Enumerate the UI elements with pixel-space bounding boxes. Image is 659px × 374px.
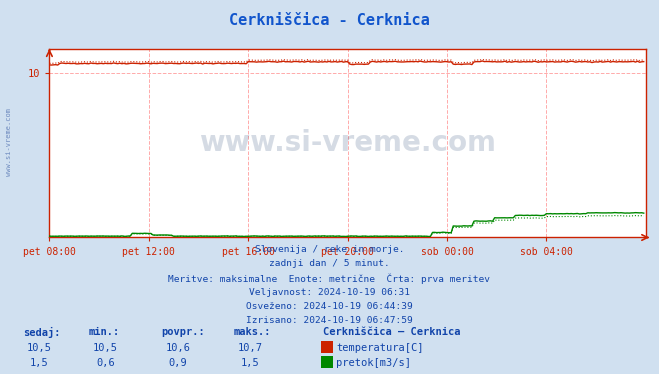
Text: 10,5: 10,5 (93, 343, 118, 353)
Text: www.si-vreme.com: www.si-vreme.com (5, 108, 12, 176)
Text: zadnji dan / 5 minut.: zadnji dan / 5 minut. (269, 259, 390, 268)
Text: pretok[m3/s]: pretok[m3/s] (336, 358, 411, 368)
Text: min.:: min.: (89, 327, 120, 337)
Text: 10,6: 10,6 (165, 343, 190, 353)
Text: Cerkniščica – Cerknica: Cerkniščica – Cerknica (323, 327, 461, 337)
Text: www.si-vreme.com: www.si-vreme.com (199, 129, 496, 157)
Text: sedaj:: sedaj: (23, 327, 61, 338)
Text: Izrisano: 2024-10-19 06:47:59: Izrisano: 2024-10-19 06:47:59 (246, 316, 413, 325)
Text: Slovenija / reke in morje.: Slovenija / reke in morje. (255, 245, 404, 254)
Text: 1,5: 1,5 (241, 358, 260, 368)
Text: 10,5: 10,5 (27, 343, 52, 353)
Text: Osveženo: 2024-10-19 06:44:39: Osveženo: 2024-10-19 06:44:39 (246, 302, 413, 311)
Text: 10,7: 10,7 (238, 343, 263, 353)
Text: 0,9: 0,9 (169, 358, 187, 368)
Text: Cerkniščica - Cerknica: Cerkniščica - Cerknica (229, 13, 430, 28)
Text: Meritve: maksimalne  Enote: metrične  Črta: prva meritev: Meritve: maksimalne Enote: metrične Črta… (169, 273, 490, 284)
Text: maks.:: maks.: (234, 327, 272, 337)
Text: 1,5: 1,5 (30, 358, 49, 368)
Text: temperatura[C]: temperatura[C] (336, 343, 424, 353)
Text: Veljavnost: 2024-10-19 06:31: Veljavnost: 2024-10-19 06:31 (249, 288, 410, 297)
Text: povpr.:: povpr.: (161, 327, 205, 337)
Text: 0,6: 0,6 (96, 358, 115, 368)
